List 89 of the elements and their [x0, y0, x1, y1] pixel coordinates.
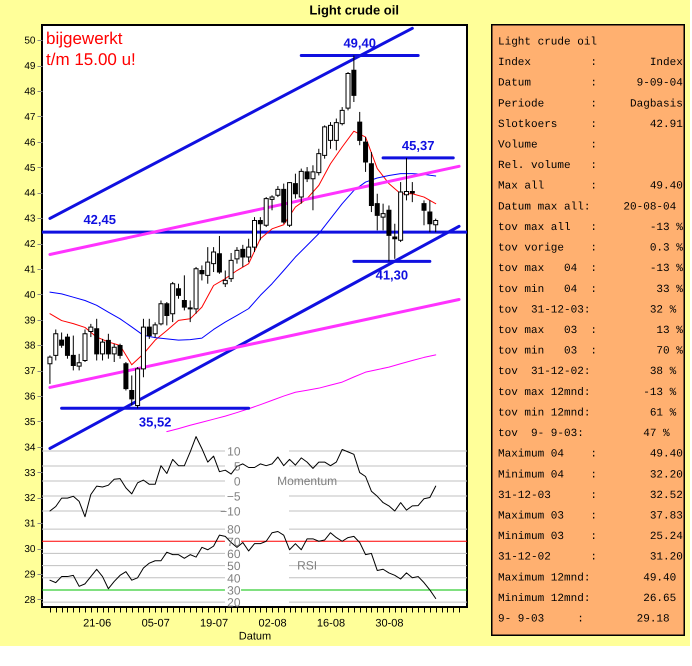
series-label: 45,37	[402, 138, 434, 153]
y-tick-label: 37	[24, 366, 36, 378]
line-series	[49, 130, 436, 366]
x-tick-label: 19-07	[200, 618, 228, 630]
text: tov min 03 : 70 %	[498, 346, 684, 358]
text: Max all : 49.40	[498, 180, 683, 193]
annotation: t/m 15.00 u!	[46, 50, 136, 69]
text: Datum : 9-09-04	[498, 78, 684, 90]
y-tick-label: 28	[24, 594, 36, 606]
candlestick	[228, 252, 234, 282]
y-tick-label: 42	[24, 239, 36, 250]
chart-title: Light crude oil	[309, 2, 399, 18]
text: Minimum 12mnd: 26.65	[498, 592, 676, 605]
candlestick	[422, 200, 427, 226]
x-tick-label: 16-08	[316, 618, 346, 630]
y-tick-label: 31	[24, 518, 36, 530]
text: tov min 12mnd: 61 %	[498, 407, 677, 420]
y3-tick-label: 30	[227, 583, 241, 598]
text: Minimum 04 : 32.20	[498, 469, 683, 482]
text: Maximum 12mnd: 49.40	[498, 572, 676, 584]
text: tov max 12mnd: -13 %	[498, 386, 677, 399]
x-tick-label: 30-08	[375, 618, 404, 630]
y-tick-label: 40	[24, 290, 36, 301]
text: Maximum 03 : 37.83	[498, 510, 683, 522]
series-label: 49,40	[343, 36, 376, 50]
y3-tick-label: 40	[227, 571, 241, 586]
text: 9- 9-03 : 29.18	[498, 614, 670, 626]
text: Index : Index	[498, 57, 684, 70]
y-tick-label: 38	[24, 340, 36, 352]
text: tov max all : -13 %	[498, 222, 684, 234]
y-tick-label: 36	[24, 392, 36, 403]
line-series	[49, 436, 436, 518]
y-tick-label: 33	[24, 468, 36, 479]
annotation: bijgewerkt	[46, 29, 123, 48]
y3-tick-label: 80	[227, 522, 241, 537]
text: 31-12-02 : 31.20	[498, 552, 683, 564]
line-series	[49, 173, 436, 341]
x-tick-label: 05-07	[142, 618, 170, 630]
text: Periode : Dagbasis	[498, 98, 683, 110]
candlestick	[47, 354, 52, 384]
y-tick-label: 43	[24, 214, 36, 225]
ref-line-label: 42,45	[83, 212, 116, 228]
text: tov max 04 : -13 %	[498, 263, 684, 276]
y-tick-label: 34	[24, 442, 36, 454]
y3-tick-label: 50	[227, 559, 241, 574]
y3-tick-label: 20	[227, 596, 241, 610]
text: tov vorige : 0.3 %	[498, 242, 684, 255]
text: tov max 03 : 13 %	[498, 325, 684, 337]
candlestick	[363, 136, 368, 172]
y-tick-label: 41	[24, 264, 36, 276]
y-tick-label: 50	[24, 36, 36, 47]
y-tick-label: 30	[24, 544, 36, 556]
y-tick-label: 48	[24, 86, 36, 98]
y2-tick-label: −10	[220, 504, 241, 518]
y-tick-label: 45	[24, 162, 36, 174]
series-label: 41,30	[376, 267, 408, 282]
candlestick	[222, 270, 228, 288]
text: Rel. volume :	[498, 160, 598, 172]
text: Volume :	[498, 140, 598, 152]
y-tick-label: 35	[24, 416, 36, 428]
text: tov 9- 9-03: 47 %	[498, 428, 670, 440]
text: Minimum 03 : 25.24	[498, 531, 684, 544]
y-tick-label: 44	[24, 188, 36, 200]
text: Datum max all: 20-08-04	[498, 201, 677, 214]
text: tov 31-12-02: 38 %	[498, 366, 677, 378]
text: Maximum 04 : 49.40	[498, 448, 683, 461]
y3-tick-label: 60	[227, 546, 241, 561]
text: 31-12-03 : 32.52	[498, 490, 683, 502]
y-tick-label: 47	[24, 112, 36, 123]
x-tick-label: 02-08	[258, 618, 287, 630]
text: Slotkoers : 42.91	[498, 118, 684, 131]
y-tick-label: 39	[24, 315, 36, 326]
text: Light crude oil	[498, 36, 598, 48]
series-label: 35,52	[138, 414, 172, 430]
candlestick	[182, 274, 187, 311]
y2-tick-label: 0	[234, 474, 241, 488]
candlestick	[357, 111, 362, 146]
y-tick-label: 49	[24, 61, 36, 72]
y2-tick-label: 10	[227, 444, 241, 458]
series-label: Momentum	[277, 474, 338, 488]
text: tov min 04 : 33 %	[498, 284, 684, 296]
y-tick-label: 29	[24, 569, 36, 580]
x-tick-label: 21-06	[83, 618, 112, 630]
y-tick-label: 32	[24, 493, 36, 504]
text: tov 31-12-03: 32 %	[498, 304, 677, 316]
series-label: RSI	[297, 558, 318, 573]
y-tick-label: 46	[24, 137, 36, 148]
x-axis-title: Datum	[238, 630, 272, 642]
y2-tick-label: −5	[226, 490, 241, 504]
